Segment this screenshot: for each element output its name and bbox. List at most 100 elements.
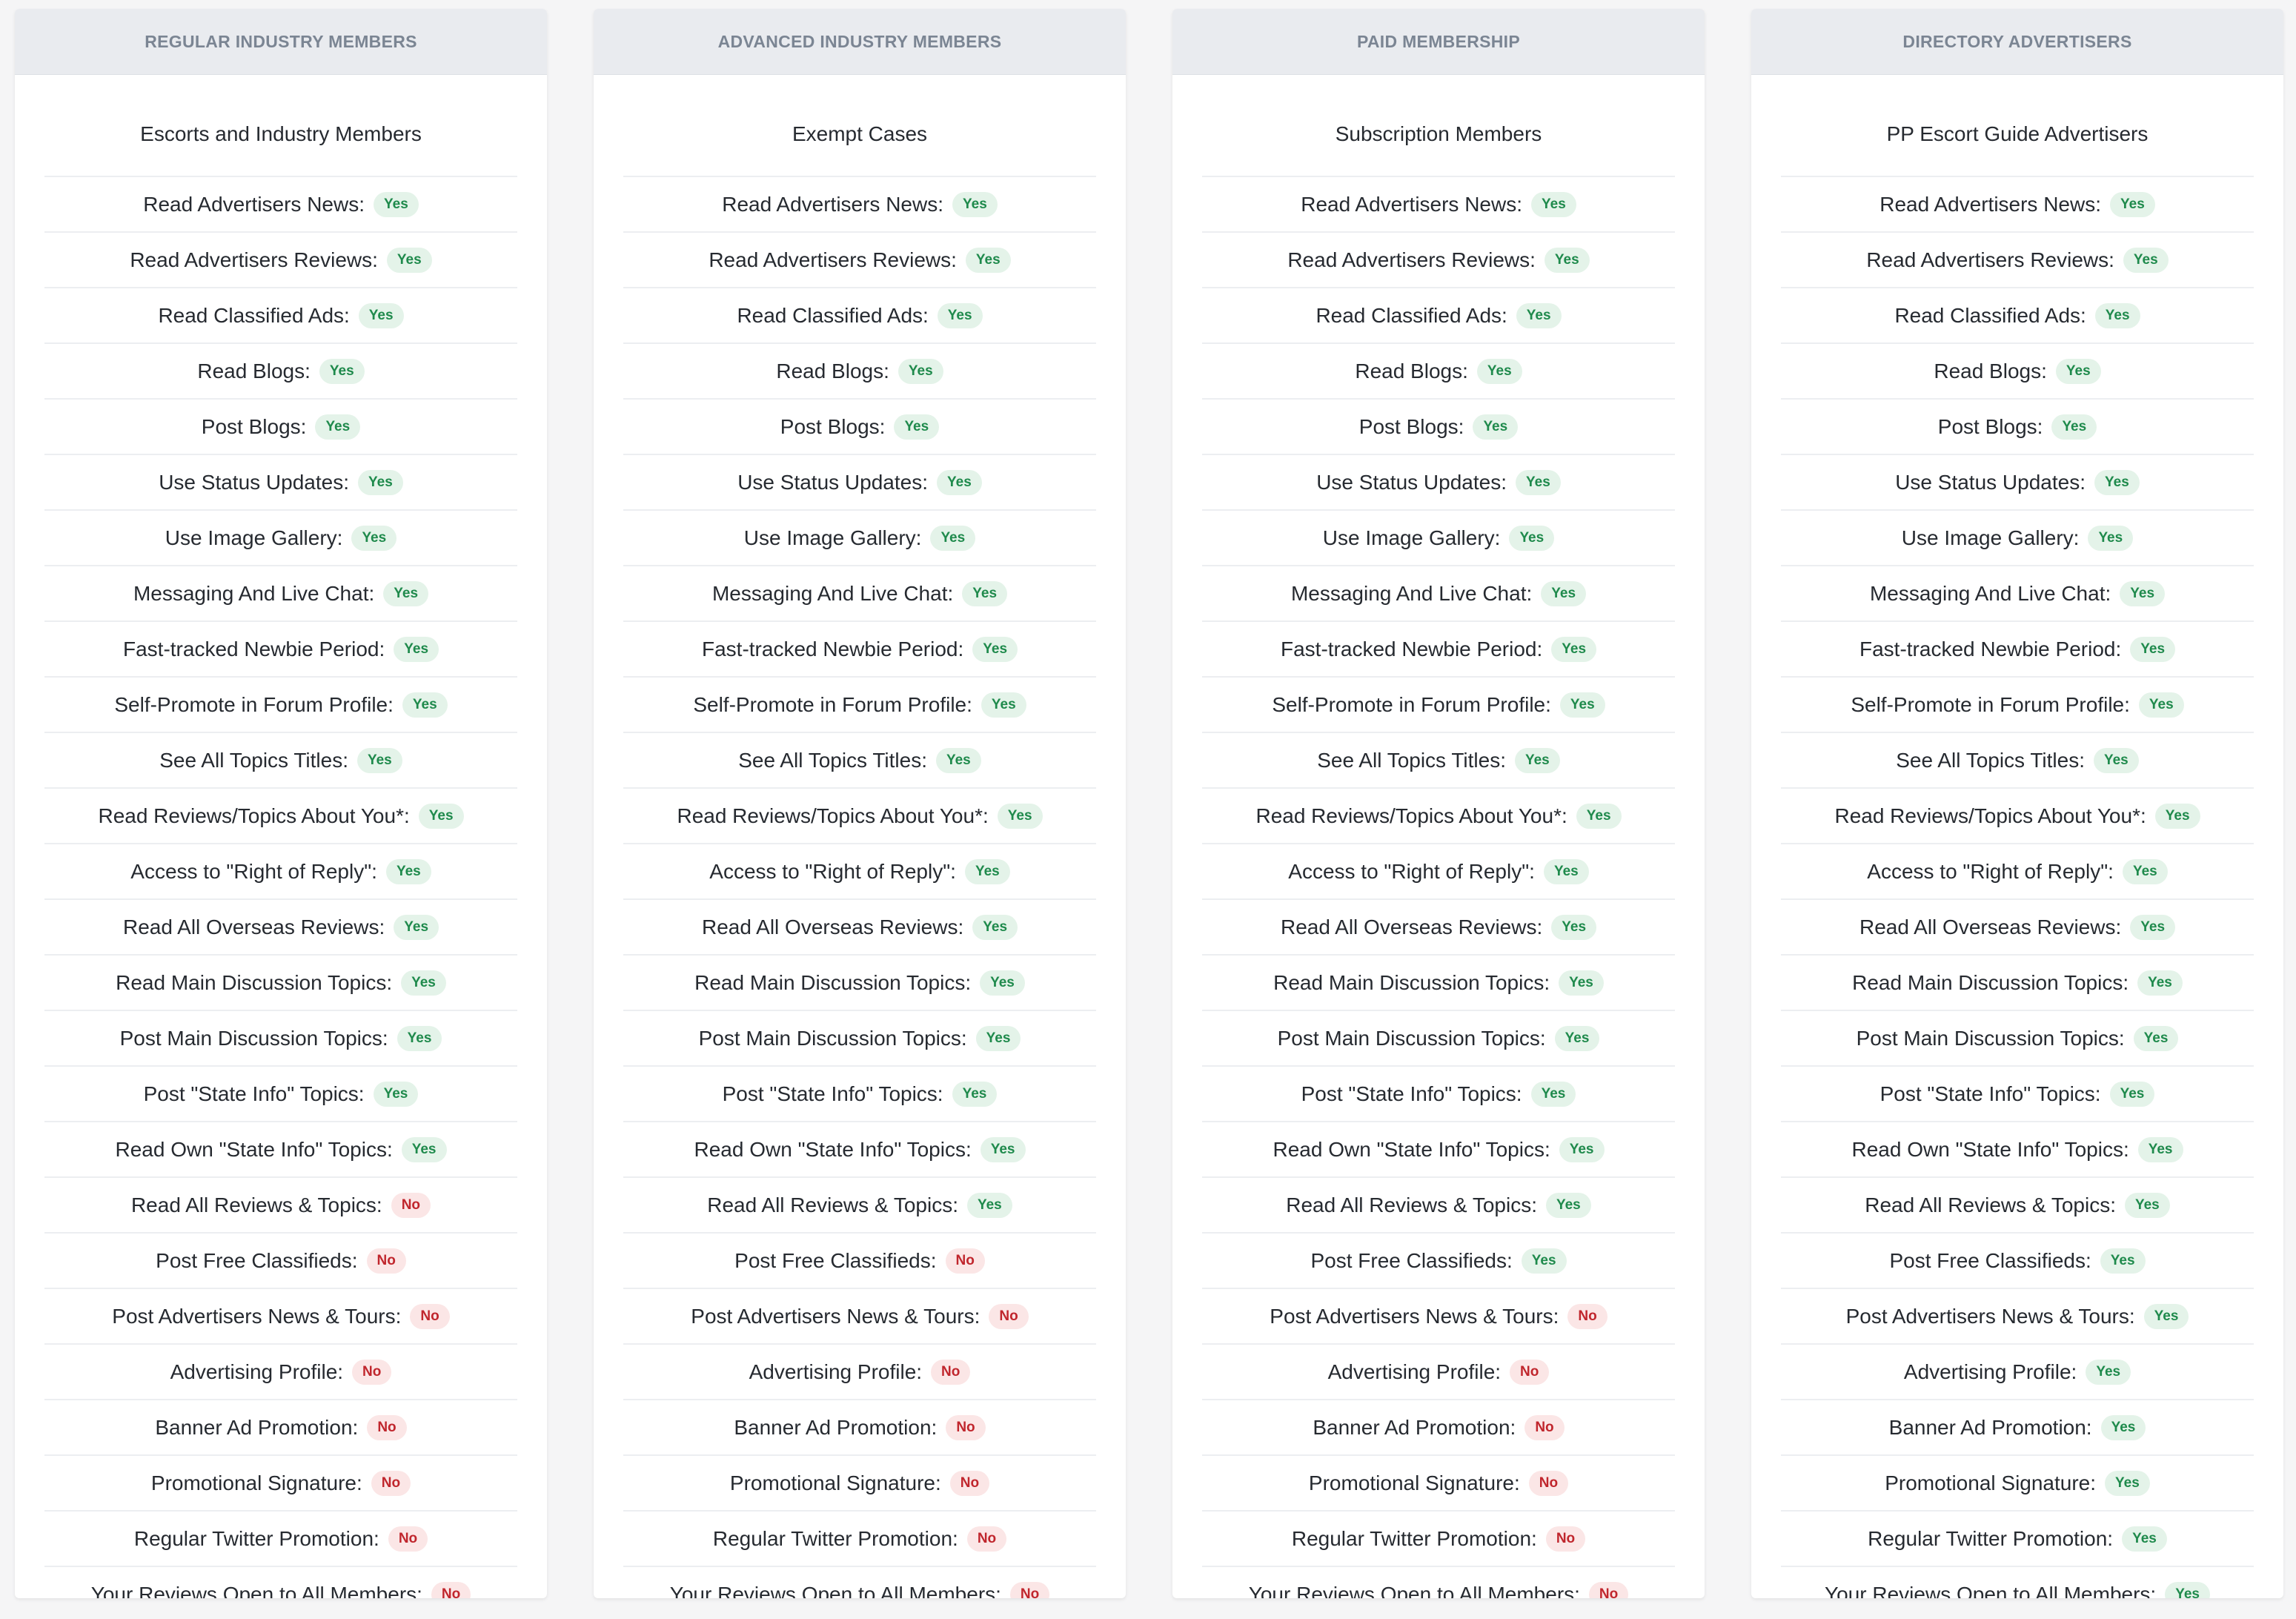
feature-label: Read Classified Ads:: [1894, 303, 2086, 327]
feature-row: Banner Ad Promotion: No: [44, 1400, 517, 1456]
feature-row: Access to "Right of Reply": Yes: [44, 844, 517, 900]
feature-label: See All Topics Titles:: [1896, 748, 2085, 772]
feature-label: Read Main Discussion Topics:: [694, 970, 972, 994]
feature-row: Read Classified Ads: Yes: [623, 288, 1096, 344]
yes-badge: Yes: [319, 358, 365, 384]
feature-row: Use Image Gallery: Yes: [623, 511, 1096, 566]
yes-badge: Yes: [1559, 692, 1605, 718]
no-badge: No: [388, 1526, 428, 1552]
feature-label: Read All Reviews & Topics:: [1286, 1193, 1537, 1216]
yes-badge: Yes: [964, 858, 1010, 884]
feature-row: Read All Reviews & Topics: Yes: [1202, 1178, 1675, 1234]
feature-label: Access to "Right of Reply":: [130, 859, 377, 883]
yes-badge: Yes: [374, 191, 419, 217]
feature-label: Self-Promote in Forum Profile:: [1272, 692, 1551, 716]
feature-row: Read Reviews/Topics About You*: Yes: [1781, 789, 2254, 844]
yes-badge: Yes: [358, 469, 403, 495]
feature-label: Fast-tracked Newbie Period:: [1859, 637, 2122, 660]
feature-row: Read Reviews/Topics About You*: Yes: [623, 789, 1096, 844]
feature-label: Promotional Signature:: [729, 1471, 941, 1494]
yes-badge: Yes: [373, 1081, 419, 1107]
feature-label: Messaging And Live Chat:: [133, 581, 375, 605]
no-badge: No: [367, 1414, 407, 1440]
feature-label: Access to "Right of Reply":: [1288, 859, 1535, 883]
feature-row: Regular Twitter Promotion: Yes: [1781, 1512, 2254, 1567]
yes-badge: Yes: [930, 525, 976, 551]
feature-row: Post Main Discussion Topics: Yes: [44, 1011, 517, 1067]
feature-row: Promotional Signature: Yes: [1781, 1456, 2254, 1512]
feature-label: Messaging And Live Chat:: [1869, 581, 2111, 605]
feature-label: Read Blogs:: [1934, 359, 2047, 383]
yes-badge: Yes: [965, 247, 1011, 273]
feature-row: Read Blogs: Yes: [623, 344, 1096, 400]
feature-label: Banner Ad Promotion:: [1888, 1415, 2092, 1439]
feature-row: Advertising Profile: Yes: [1781, 1345, 2254, 1400]
feature-row: Access to "Right of Reply": Yes: [1202, 844, 1675, 900]
yes-badge: Yes: [402, 692, 448, 718]
feature-label: Fast-tracked Newbie Period:: [701, 637, 964, 660]
yes-badge: Yes: [1476, 358, 1522, 384]
feature-row: Read Advertisers News: Yes: [44, 177, 517, 233]
card-body: Subscription Members Read Advertisers Ne…: [1172, 75, 1705, 1598]
feature-label: Advertising Profile:: [1327, 1360, 1502, 1383]
no-badge: No: [945, 1248, 985, 1274]
feature-row: Your Reviews Open to All Members: No: [44, 1567, 517, 1598]
yes-badge: Yes: [980, 1136, 1026, 1162]
feature-row: Post Free Classifieds: Yes: [1781, 1234, 2254, 1289]
feature-row: Banner Ad Promotion: No: [1202, 1400, 1675, 1456]
feature-label: Read Main Discussion Topics:: [116, 970, 393, 994]
yes-badge: Yes: [2123, 247, 2169, 273]
yes-badge: Yes: [397, 1025, 442, 1051]
membership-card-directory: DIRECTORY ADVERTISERS PP Escort Guide Ad…: [1751, 9, 2283, 1598]
yes-badge: Yes: [356, 747, 402, 773]
feature-label: Access to "Right of Reply":: [1867, 859, 2114, 883]
feature-label: Fast-tracked Newbie Period:: [122, 637, 385, 660]
feature-label: Read All Overseas Reviews:: [1280, 915, 1543, 938]
feature-row: Messaging And Live Chat: Yes: [623, 566, 1096, 622]
membership-card-advanced: ADVANCED INDUSTRY MEMBERS Exempt Cases R…: [594, 9, 1126, 1598]
card-subtitle: Escorts and Industry Members: [44, 75, 517, 177]
feature-row: Read All Overseas Reviews: Yes: [1781, 900, 2254, 956]
feature-label: Self-Promote in Forum Profile:: [1851, 692, 2130, 716]
yes-badge: Yes: [1521, 1248, 1567, 1274]
feature-label: Regular Twitter Promotion:: [712, 1526, 958, 1550]
feature-row: Read All Overseas Reviews: Yes: [1202, 900, 1675, 956]
feature-row: Post Blogs: Yes: [623, 400, 1096, 455]
feature-row: Use Status Updates: Yes: [1202, 455, 1675, 511]
yes-badge: Yes: [2130, 914, 2176, 940]
feature-row: Read Blogs: Yes: [1202, 344, 1675, 400]
no-badge: No: [931, 1359, 971, 1385]
feature-label: See All Topics Titles:: [1317, 748, 1506, 772]
feature-row: See All Topics Titles: Yes: [1202, 733, 1675, 789]
yes-badge: Yes: [2105, 1470, 2150, 1496]
no-badge: No: [1545, 1526, 1586, 1552]
feature-row: Post Blogs: Yes: [1781, 400, 2254, 455]
yes-badge: Yes: [394, 914, 439, 940]
yes-badge: Yes: [898, 358, 943, 384]
yes-badge: Yes: [2120, 580, 2166, 606]
feature-row: Read Advertisers News: Yes: [1202, 177, 1675, 233]
feature-label: Read Advertisers News:: [1301, 192, 1523, 216]
feature-label: Post Main Discussion Topics:: [119, 1026, 388, 1050]
yes-badge: Yes: [937, 469, 982, 495]
no-badge: No: [949, 1470, 990, 1496]
feature-label: Post Blogs:: [1358, 414, 1464, 438]
feature-row: Access to "Right of Reply": Yes: [623, 844, 1096, 900]
feature-row: Advertising Profile: No: [44, 1345, 517, 1400]
feature-row: Promotional Signature: No: [1202, 1456, 1675, 1512]
feature-row: Post Free Classifieds: No: [44, 1234, 517, 1289]
yes-badge: Yes: [2122, 858, 2168, 884]
card-header: DIRECTORY ADVERTISERS: [1751, 9, 2283, 75]
feature-row: Banner Ad Promotion: Yes: [1781, 1400, 2254, 1456]
yes-badge: Yes: [2133, 1025, 2179, 1051]
feature-label: Read Blogs:: [776, 359, 889, 383]
feature-label: Read Own "State Info" Topics:: [694, 1137, 972, 1161]
yes-badge: Yes: [401, 1136, 447, 1162]
feature-row: Self-Promote in Forum Profile: Yes: [1781, 678, 2254, 733]
feature-label: Read All Reviews & Topics:: [707, 1193, 958, 1216]
yes-badge: Yes: [2100, 1248, 2146, 1274]
feature-row: Read Main Discussion Topics: Yes: [623, 956, 1096, 1011]
feature-row: Read Main Discussion Topics: Yes: [1202, 956, 1675, 1011]
no-badge: No: [1567, 1303, 1607, 1329]
feature-row: Access to "Right of Reply": Yes: [1781, 844, 2254, 900]
